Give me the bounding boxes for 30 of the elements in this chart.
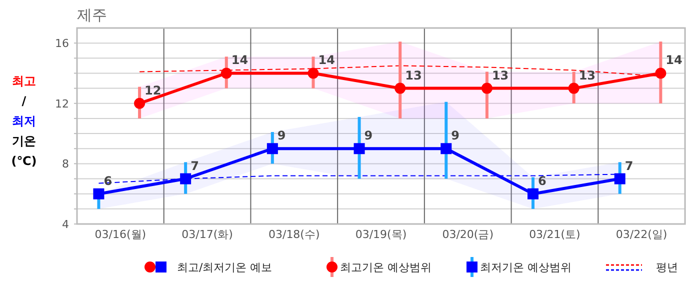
x-tick-label: 03/21(토)	[529, 228, 580, 241]
x-tick-label: 03/17(화)	[182, 228, 233, 241]
data-label: 13	[492, 68, 509, 82]
data-label: 9	[451, 128, 460, 143]
data-label: 14	[666, 53, 682, 68]
y-tick-label: 12	[55, 97, 69, 110]
data-label: 9	[277, 128, 286, 143]
data-label: 7	[190, 158, 199, 173]
x-tick-label: 03/22(일)	[616, 228, 668, 241]
chart-title: 제주	[77, 6, 107, 24]
legend-label: 최고기온 예상범위	[340, 261, 432, 274]
x-tick-label: 03/18(수)	[268, 228, 320, 241]
legend-title: 최고/최저기온 예보	[177, 261, 272, 274]
y-tick-label: 16	[55, 37, 69, 50]
legend-label: 최저기온 예상범위	[480, 261, 572, 274]
legend-label: 평년	[656, 261, 678, 274]
y-tick-label: 4	[62, 218, 69, 231]
data-label: 14	[231, 53, 248, 68]
data-label: 12	[144, 83, 162, 98]
data-label: 13	[578, 68, 596, 82]
data-label: 14	[318, 53, 335, 68]
x-tick-label: 03/16(월)	[94, 228, 146, 241]
x-tick-label: 03/20(금)	[442, 228, 494, 241]
data-label: 7	[624, 158, 634, 173]
data-label: 6	[538, 174, 546, 188]
y-axis-title: 최고 / 최저 기온 (℃)	[11, 74, 37, 168]
x-tick-label: 03/19(목)	[355, 228, 407, 241]
data-label: 9	[364, 128, 373, 143]
y-tick-label: 8	[62, 158, 69, 171]
data-label: 13	[405, 68, 422, 82]
